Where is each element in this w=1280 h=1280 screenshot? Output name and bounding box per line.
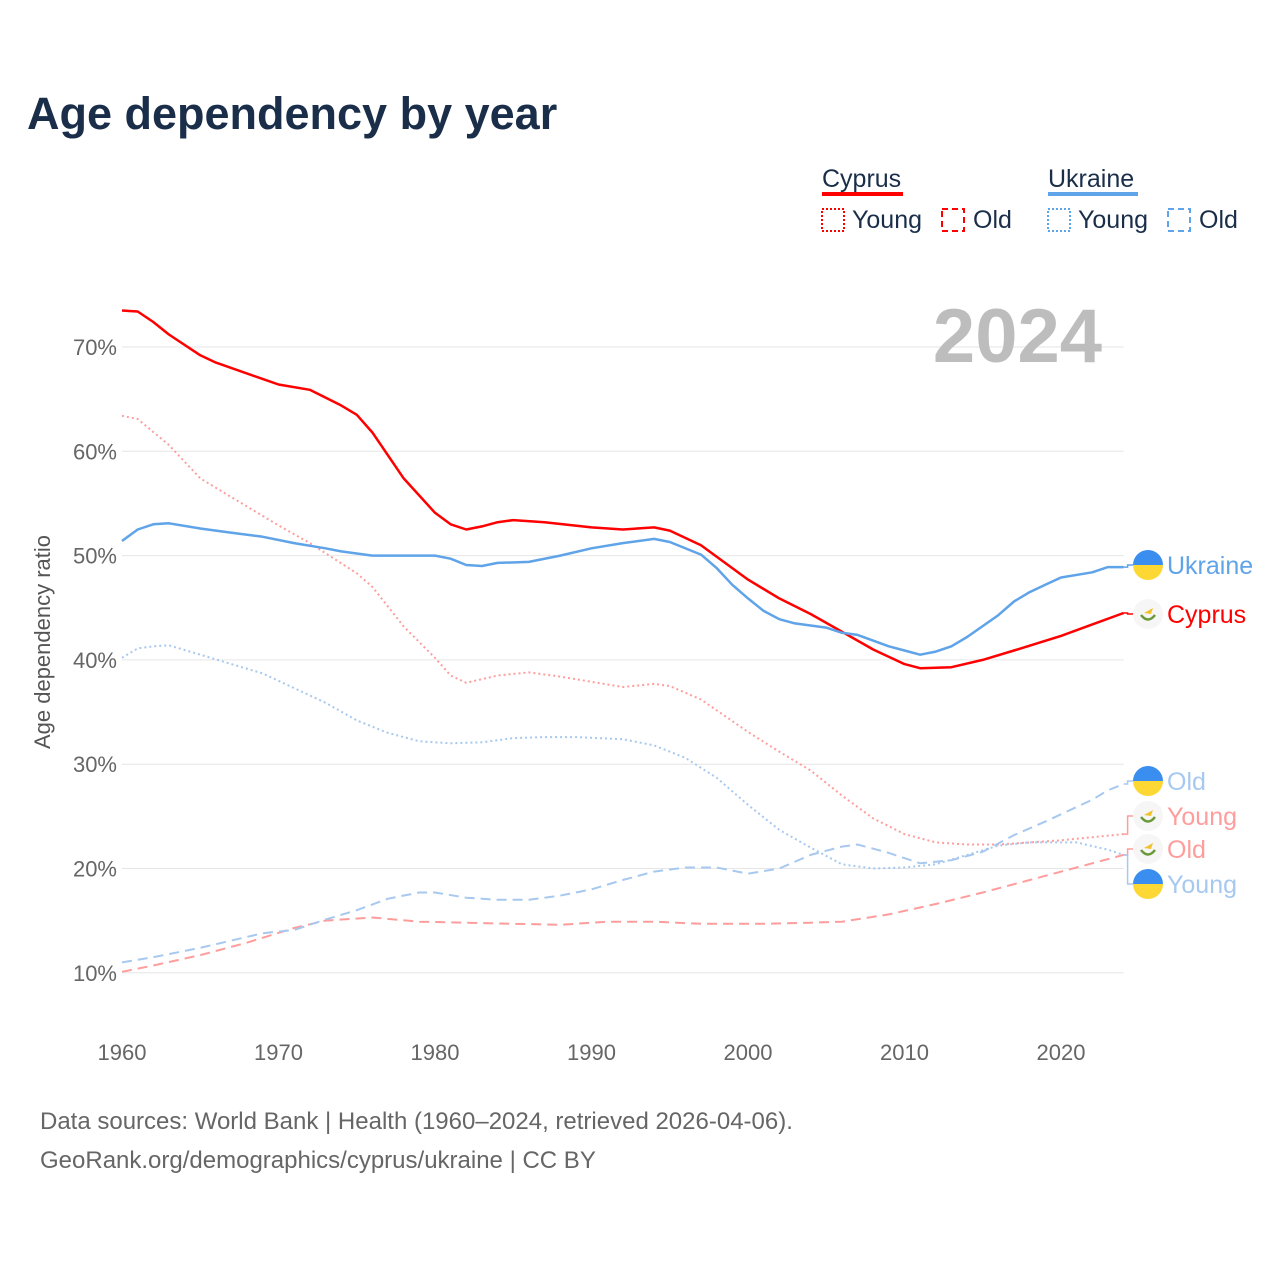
series-line-ukraine-young [121,644,1124,870]
series-end-label: Cyprus [1167,601,1246,629]
year-badge: 2024 [933,294,1102,379]
series-line-ukraine [121,522,1124,656]
ukraine-flag-icon [1133,565,1163,580]
ukraine-flag-icon [1133,869,1163,884]
x-tick-label: 1960 [98,1040,147,1065]
label-connector [1123,815,1133,835]
x-tick-label: 2020 [1037,1040,1086,1065]
label-connector [1123,854,1133,885]
cyprus-flag-icon [1144,843,1153,849]
series-end-label: Young [1167,803,1237,831]
series-end-label: Young [1167,871,1237,899]
footer-link[interactable]: GeoRank.org/demographics/cyprus/ukraine … [40,1147,596,1174]
label-connector [1123,564,1133,568]
chart-title: Age dependency by year [27,88,558,139]
series-line-cyprus-old [121,853,1124,973]
y-axis-label: Age dependency ratio [30,535,55,749]
label-connector [1123,780,1133,785]
x-tick-label: 2010 [880,1040,929,1065]
y-tick-label: 10% [73,961,117,986]
legend-old-label: Old [1199,206,1238,234]
cyprus-flag-icon [1144,810,1153,816]
label-connector [1123,612,1133,615]
series-end-label: Old [1167,768,1206,796]
legend-group-title: Cyprus [822,165,901,193]
series-line-ukraine-old [121,783,1124,964]
legend-young-label: Young [1078,206,1148,234]
legend-old-label: Old [973,206,1012,234]
legend-group-title: Ukraine [1048,165,1134,193]
cyprus-flag-icon [1140,614,1156,621]
x-tick-label: 1980 [411,1040,460,1065]
legend-young-label: Young [852,206,922,234]
cyprus-flag-icon [1144,608,1153,614]
y-tick-label: 30% [73,752,117,777]
cyprus-flag-icon [1133,599,1163,629]
ukraine-flag-icon [1133,550,1163,565]
legend-young-swatch [821,208,845,232]
y-tick-label: 40% [73,648,117,673]
cyprus-flag-icon [1133,834,1163,864]
series-line-cyprus [121,309,1125,670]
series-end-label: Old [1167,836,1206,864]
series-end-label: Ukraine [1167,552,1253,580]
legend-young-swatch [1047,208,1071,232]
x-tick-label: 1990 [567,1040,616,1065]
cyprus-flag-icon [1140,816,1156,823]
y-tick-label: 70% [73,335,117,360]
legend-old-swatch [1167,208,1191,232]
series-line-cyprus-young [121,414,1124,846]
cyprus-flag-icon [1133,801,1163,831]
x-tick-label: 1970 [254,1040,303,1065]
label-connector [1123,848,1133,856]
legend-old-swatch [941,208,965,232]
ukraine-flag-icon [1133,884,1163,899]
footer-sources: Data sources: World Bank | Health (1960–… [40,1108,793,1135]
ukraine-flag-icon [1133,766,1163,781]
x-tick-label: 2000 [724,1040,773,1065]
cyprus-flag-icon [1140,849,1156,856]
y-tick-label: 60% [73,439,117,464]
y-tick-label: 20% [73,857,117,882]
y-tick-label: 50% [73,544,117,569]
ukraine-flag-icon [1133,781,1163,796]
